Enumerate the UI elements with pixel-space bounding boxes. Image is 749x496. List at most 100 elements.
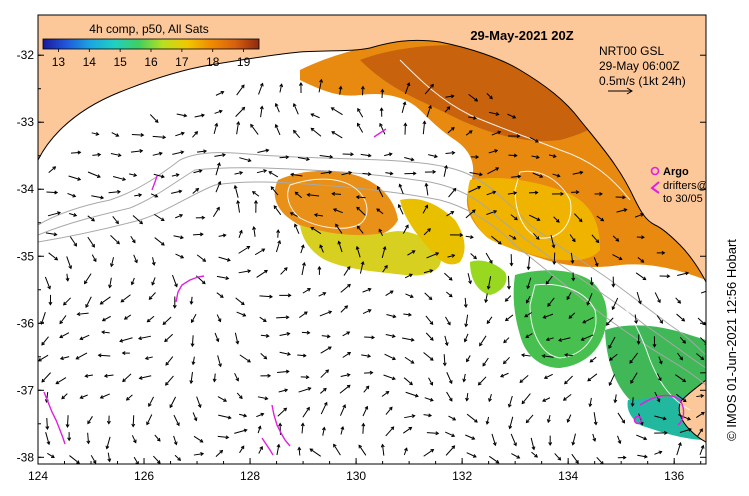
current-vector-head (133, 173, 138, 177)
current-vector (340, 426, 344, 435)
current-vector-head (364, 405, 369, 410)
current-vector-head (77, 177, 82, 181)
current-vector (608, 336, 616, 349)
current-vector-head (285, 369, 290, 374)
current-vector-head (502, 360, 507, 365)
current-vector (362, 423, 364, 434)
current-vector (405, 391, 419, 397)
current-vector-head (429, 321, 434, 326)
current-vector-head (356, 225, 361, 230)
current-vector (320, 402, 328, 415)
current-vector-head (53, 232, 58, 237)
current-vector-head (473, 115, 477, 120)
current-vector (532, 232, 540, 240)
current-vector (609, 353, 618, 361)
current-vector (310, 113, 320, 119)
current-vector-head (488, 398, 492, 403)
current-vector (40, 312, 46, 325)
current-vector (307, 194, 320, 197)
current-vector-head (652, 343, 657, 348)
current-vector-head (79, 395, 84, 399)
current-vector-head (448, 397, 453, 402)
current-vector (696, 353, 704, 360)
current-vector-head (367, 309, 372, 313)
current-vector (426, 432, 439, 434)
current-vector-head (618, 256, 623, 261)
current-vector-head (247, 358, 251, 363)
isobath-200m (38, 152, 706, 356)
argo-label: Argo (663, 166, 689, 178)
current-vector (239, 413, 247, 417)
current-vector (423, 352, 434, 361)
current-vector-head (317, 265, 322, 270)
current-vector-head (217, 318, 222, 323)
current-vector-head (541, 354, 546, 358)
current-vector-head (61, 395, 66, 400)
current-vector-head (404, 447, 408, 452)
current-vector-head (408, 273, 413, 278)
drifter-track-6 (373, 128, 387, 138)
current-vector (338, 241, 343, 253)
current-vector (423, 414, 432, 417)
current-vector-head (629, 359, 633, 364)
current-vector-head (622, 195, 627, 200)
drifter-track-5 (151, 175, 158, 191)
current-vector (61, 393, 68, 400)
current-vector (385, 334, 395, 338)
current-vector-head (259, 82, 264, 87)
current-vector-head (54, 256, 59, 261)
current-vector (253, 226, 256, 237)
current-vector-head (582, 319, 587, 324)
current-vector (485, 293, 488, 303)
current-vector-head (403, 122, 408, 127)
current-vector (217, 396, 227, 402)
current-vector-head (433, 154, 438, 159)
current-vector (616, 209, 627, 213)
current-vector (486, 316, 493, 324)
current-vector-head (485, 420, 490, 425)
current-vector (256, 270, 268, 278)
current-vector (654, 415, 667, 420)
current-vector-head (197, 404, 202, 409)
current-vector-head (636, 340, 641, 345)
current-vector-head (685, 271, 690, 276)
current-vector (486, 191, 496, 196)
current-vector (257, 426, 261, 434)
current-vector-head (146, 318, 151, 323)
current-vector-head (287, 352, 292, 356)
current-vector-head (595, 239, 600, 244)
y-tick-label: -32 (17, 48, 35, 62)
current-vector-head (105, 445, 110, 450)
current-vector-head (310, 113, 315, 117)
current-vector (544, 373, 553, 379)
current-vector-head (45, 426, 50, 431)
current-vector (677, 272, 689, 276)
current-vector-head (52, 166, 57, 170)
current-vector (171, 190, 182, 194)
current-vector-head (144, 356, 149, 361)
current-vector-head (268, 171, 273, 175)
current-vector (77, 312, 89, 315)
current-vector-head (513, 442, 517, 447)
current-vector (331, 107, 343, 116)
current-vector-head (682, 340, 686, 344)
current-vector-head (219, 294, 224, 298)
current-vector-head (564, 380, 568, 385)
current-vector (658, 356, 663, 364)
current-vector-head (657, 299, 661, 304)
current-vector-head (390, 426, 395, 431)
current-vector-head (613, 399, 618, 404)
current-vector (569, 234, 576, 242)
current-vector-head (371, 335, 376, 340)
current-vector (511, 175, 521, 178)
x-tick-label: 124 (28, 469, 48, 483)
current-vector-head (643, 454, 648, 459)
current-vector (531, 155, 540, 158)
colorbar-tick-label: 18 (206, 55, 220, 69)
current-vector (545, 275, 553, 285)
current-vector-head (215, 338, 220, 343)
current-vector (76, 352, 88, 360)
current-vector (548, 154, 556, 158)
current-vector (85, 296, 92, 308)
current-vector (320, 388, 327, 394)
